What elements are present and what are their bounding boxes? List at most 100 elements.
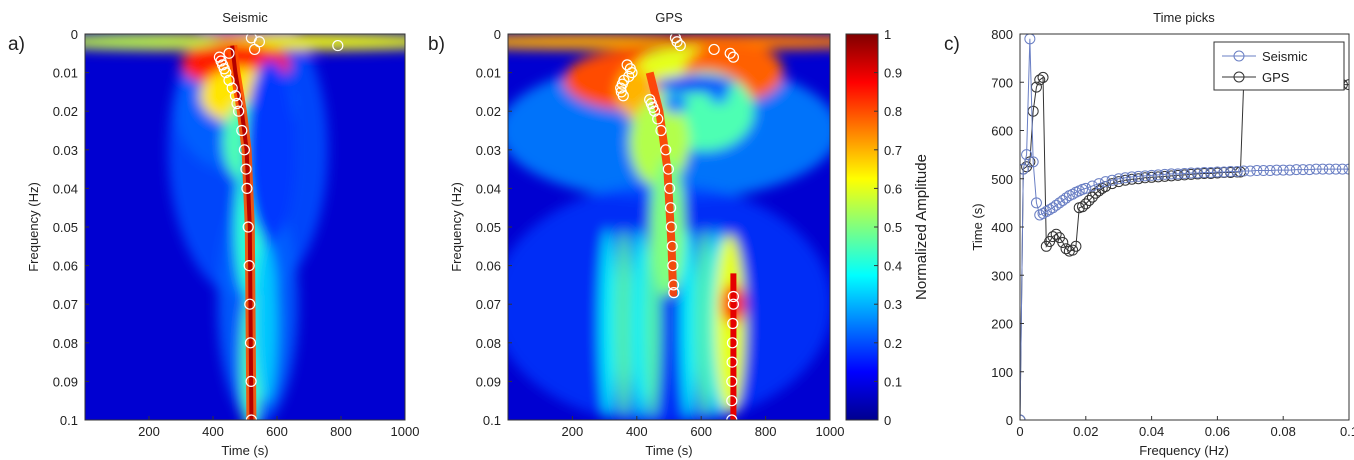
pick-marker (245, 375, 257, 387)
point-seismic (1198, 166, 1210, 178)
point-seismic (1080, 182, 1092, 194)
pick-marker (660, 144, 672, 156)
pick-marker (666, 240, 678, 252)
y-tick-label: 0.1 (483, 413, 501, 428)
point-seismic (1317, 163, 1329, 175)
heatmap-blob (598, 228, 617, 419)
pick-marker (665, 202, 677, 214)
y-axis-label-a: Frequency (Hz) (26, 182, 41, 272)
panel-label-b: b) (428, 34, 445, 55)
y-tick-label: 300 (991, 268, 1013, 283)
point-seismic (1040, 206, 1052, 218)
heatmap-blob (671, 35, 830, 48)
x-axis-ticks-a: 200 400 600 800 1000 (138, 416, 419, 439)
point-gps (1057, 236, 1069, 248)
x-tick-label: 800 (755, 424, 777, 439)
y-tick-label: 0.01 (476, 66, 501, 81)
y-tick-label: 0.06 (476, 259, 501, 274)
x-tick-label: 800 (330, 424, 352, 439)
colorbar-tick-label: 0.4 (884, 259, 902, 274)
pick-marker (667, 260, 679, 272)
point-gps (1077, 201, 1089, 213)
panel-time-picks: c) Time picks 0 0.02 0.04 0.06 0.08 0.1 0 100 2… (944, 10, 1354, 458)
pick-marker (243, 260, 255, 272)
point-seismic (1152, 169, 1164, 181)
y-tick-label: 0.04 (476, 181, 501, 196)
y-axis-ticks-a: 0 0.01 0.02 0.03 0.04 0.05 0.06 0.07 0.08 0.09 0.1 (53, 27, 89, 428)
series-line-seismic (1020, 38, 1349, 420)
panel-seismic-spectrogram: a) Seismic 200 400 600 800 1000 0 0.01 0.02 0.0… (8, 10, 419, 458)
point-seismic (1336, 163, 1348, 175)
pick-marker (233, 105, 245, 117)
point-seismic (1205, 166, 1217, 178)
pick-marker (223, 74, 235, 86)
point-seismic (1211, 166, 1223, 178)
heatmap-blob (614, 228, 633, 419)
point-gps (1037, 71, 1049, 83)
point-seismic (1284, 164, 1296, 176)
x-tick-label: 0.02 (1073, 424, 1098, 439)
point-seismic (1218, 166, 1230, 178)
point-seismic (1067, 188, 1079, 200)
point-seismic (1093, 178, 1105, 190)
point-gps (1034, 74, 1046, 86)
y-tick-label: 0.04 (53, 181, 78, 196)
legend-label-seismic: Seismic (1262, 49, 1308, 64)
point-seismic (1037, 207, 1049, 219)
y-tick-label: 0.03 (53, 143, 78, 158)
pick-marker (241, 182, 253, 194)
pick-marker (242, 221, 254, 233)
y-tick-label: 0.05 (53, 220, 78, 235)
legend: Seismic GPS (1213, 41, 1345, 91)
pick-marker (708, 43, 720, 56)
y-tick-label: 500 (991, 172, 1013, 187)
point-gps (1080, 198, 1092, 210)
point-seismic (1231, 166, 1243, 178)
pick-marker (667, 279, 680, 291)
pick-marker (668, 287, 680, 299)
heatmap-blob (654, 76, 735, 93)
point-seismic (1323, 163, 1335, 175)
x-axis-label-c: Frequency (Hz) (1139, 443, 1229, 458)
point-seismic (1343, 163, 1349, 175)
x-tick-label: 0.08 (1271, 424, 1296, 439)
x-tick-label: 400 (626, 424, 648, 439)
heatmap-blob (631, 228, 650, 419)
point-gps (1067, 244, 1079, 256)
point-seismic (1310, 163, 1322, 175)
pick-marker (726, 337, 739, 349)
y-axis-ticks-c: 0 100 200 300 400 500 600 700 800 (991, 27, 1024, 428)
y-tick-label: 0.06 (53, 259, 78, 274)
pick-marker (626, 66, 638, 79)
pick-marker (229, 90, 241, 102)
y-tick-label: 0.08 (476, 336, 501, 351)
pick-marker (231, 97, 243, 110)
x-tick-label: 200 (138, 424, 160, 439)
pick-marker (648, 105, 661, 117)
point-seismic (1100, 176, 1112, 188)
point-seismic (1290, 164, 1302, 176)
panel-label-a: a) (8, 34, 25, 55)
point-seismic (1244, 165, 1256, 177)
legend-marker-gps (1233, 71, 1245, 83)
point-seismic (1192, 167, 1204, 179)
pick-marker (665, 221, 677, 233)
point-seismic (1126, 171, 1138, 183)
point-seismic (1024, 34, 1036, 45)
colorbar-tick-label: 0.5 (884, 220, 902, 235)
chart-title-seismic: Seismic (222, 10, 268, 25)
y-axis-label-c: Time (s) (970, 203, 985, 250)
panel-gps-spectrogram: b) GPS 200 400 600 800 1000 0 0.01 0.02 0.03 0.0… (428, 10, 930, 458)
chart-title-time-picks: Time picks (1153, 10, 1215, 25)
point-seismic (1159, 168, 1171, 180)
y-tick-label: 0 (1006, 413, 1013, 428)
point-seismic (1165, 168, 1177, 180)
heatmap-ridge-core (230, 45, 254, 420)
y-tick-label: 0.09 (53, 374, 78, 389)
pick-marker (223, 47, 235, 59)
colorbar-tick-label: 0.6 (884, 181, 902, 196)
heatmap-blob (714, 233, 747, 414)
heatmap-blob (663, 93, 688, 114)
y-tick-label: 600 (991, 124, 1013, 139)
point-gps (1119, 174, 1131, 186)
